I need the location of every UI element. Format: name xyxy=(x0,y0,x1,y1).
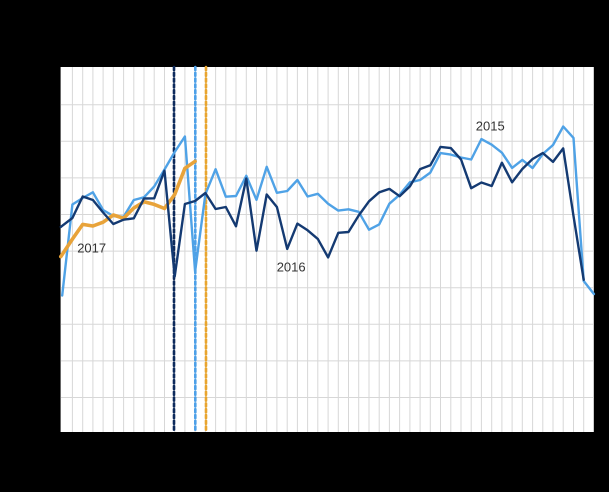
svg-text:2015: 2015 xyxy=(476,118,505,133)
svg-text:2017: 2017 xyxy=(77,241,106,256)
svg-text:2016: 2016 xyxy=(277,259,306,274)
